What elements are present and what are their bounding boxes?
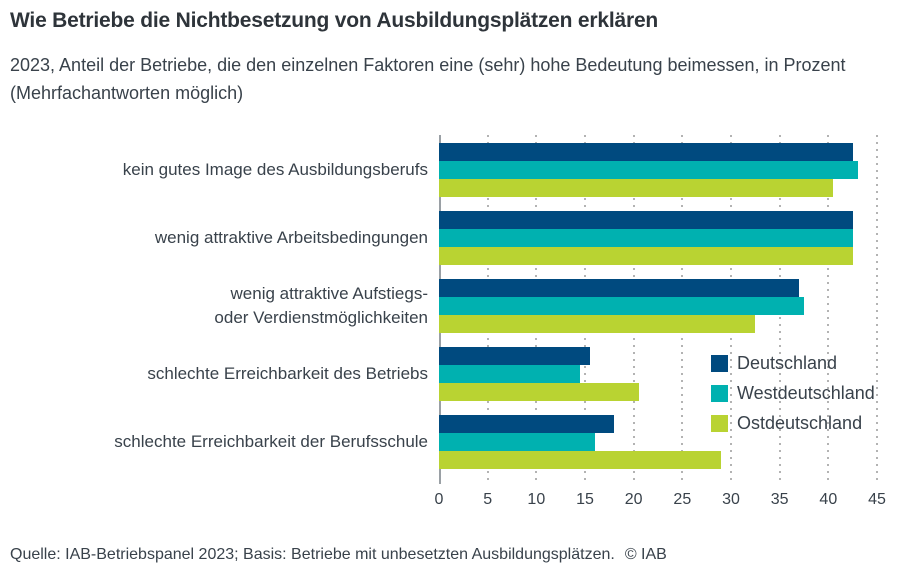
x-tick-label: 20 (624, 491, 643, 508)
bar-deutschland (439, 415, 615, 433)
source-note: Quelle: IAB-Betriebspanel 2023; Basis: B… (10, 546, 890, 564)
category-label: schlechte Erreichbarkeit des Betriebs (147, 364, 428, 383)
category-label: kein gutes Image des Ausbildungsberufs (122, 160, 428, 179)
bar-westdeutschland (439, 433, 595, 451)
chart-subtitle: 2023, Anteil der Betriebe, die den einze… (10, 55, 846, 103)
x-tick-label: 5 (483, 491, 493, 508)
gridline (876, 135, 878, 484)
legend-label: Deutschland (737, 352, 838, 373)
bar-ostdeutschland (439, 247, 853, 265)
gridline (827, 135, 830, 484)
x-tick-label: 0 (434, 491, 444, 508)
legend: Deutschland Westdeutschland Ostdeutschland (711, 352, 875, 442)
bar-westdeutschland (439, 297, 804, 315)
category-label: schlechte Erreichbarkeit der Berufsschul… (114, 432, 428, 451)
plot-area (439, 135, 878, 484)
legend-item: Westdeutschland (711, 382, 875, 404)
x-tick-label: 35 (770, 491, 789, 508)
chart-title: Wie Betriebe die Nichtbesetzung von Ausb… (10, 9, 659, 32)
legend-label: Westdeutschland (737, 382, 875, 403)
copyright-text: © IAB (624, 546, 667, 563)
category-label: wenig attraktive Aufstiegs- oder Verdien… (214, 284, 428, 327)
x-tick-label: 45 (868, 491, 886, 508)
legend-label: Ostdeutschland (737, 412, 863, 433)
legend-item: Deutschland (711, 352, 875, 374)
bar-westdeutschland (439, 161, 858, 179)
bar-ostdeutschland (439, 315, 756, 333)
legend-swatch (711, 354, 728, 372)
bar-deutschland (439, 347, 590, 365)
bar-westdeutschland (439, 229, 853, 247)
category-label: wenig attraktive Arbeitsbedingungen (154, 228, 428, 247)
bar-ostdeutschland (439, 383, 639, 401)
bar-deutschland (439, 211, 853, 229)
x-tick-label: 40 (819, 491, 838, 508)
bar-deutschland (439, 279, 800, 297)
bar-ostdeutschland (439, 179, 834, 197)
x-tick-label: 10 (527, 491, 546, 508)
x-tick-label: 30 (722, 491, 740, 508)
x-tick-label: 25 (673, 491, 692, 508)
bar-deutschland (439, 143, 853, 161)
category-labels: kein gutes Image des Ausbildungsberufs we… (0, 135, 428, 480)
legend-swatch (711, 384, 728, 402)
bar-westdeutschland (439, 365, 581, 383)
legend-swatch (711, 414, 728, 432)
source-text: Quelle: IAB-Betriebspanel 2023; Basis: B… (10, 546, 615, 563)
bar-ostdeutschland (439, 451, 722, 469)
x-tick-label: 15 (576, 491, 594, 508)
legend-item: Ostdeutschland (711, 412, 875, 434)
